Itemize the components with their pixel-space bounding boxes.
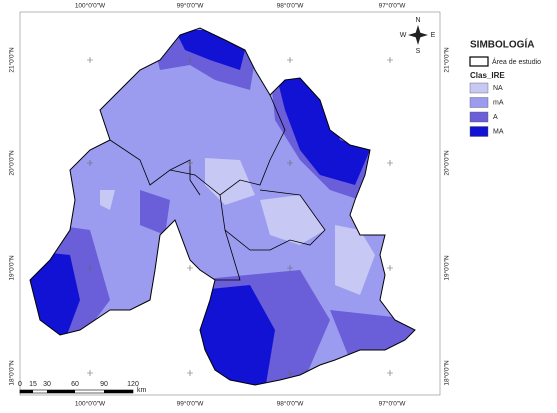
class-area <box>335 225 375 295</box>
lon-label: 98°0'0"W <box>277 2 305 10</box>
legend-subtitle: Clas_IRE <box>470 71 505 80</box>
lon-label: 97°0'0"W <box>379 2 407 10</box>
lon-label: 100°0'0"W <box>75 400 106 408</box>
scale-label: 0 <box>18 381 22 388</box>
scale-label: 60 <box>71 381 79 388</box>
legend-outline-label: Área de estudio <box>492 57 541 66</box>
compass-s: S <box>416 48 421 55</box>
lat-label: 18°0'0"N <box>8 360 16 386</box>
legend-label: NA <box>493 85 503 92</box>
lat-label: 18°0'0"N <box>443 360 451 386</box>
scale-unit: km <box>137 387 147 394</box>
legend-label: MA <box>493 128 504 135</box>
class-area <box>200 285 275 385</box>
scale-label: 30 <box>43 381 51 388</box>
lat-label: 20°0'0"N <box>443 150 451 176</box>
scale-label: 120 <box>127 381 139 388</box>
legend-title: SIMBOLOGÍA <box>470 38 534 51</box>
legend-swatch <box>469 126 489 137</box>
legend-swatch <box>469 111 489 123</box>
lat-label: 21°0'0"N <box>8 47 16 73</box>
lon-label: 97°0'0"W <box>379 400 407 408</box>
legend-label: mA <box>493 99 504 106</box>
lon-label: 99°0'0"W <box>177 400 205 408</box>
lat-label: 19°0'0"N <box>443 255 451 281</box>
legend-outline-swatch <box>469 56 489 67</box>
legend-label: A <box>493 114 498 121</box>
district-boundary <box>219 189 326 251</box>
lon-label: 100°0'0"W <box>75 2 106 10</box>
legend-swatch <box>469 97 489 108</box>
lat-label: 19°0'0"N <box>8 255 16 281</box>
scale-bar <box>19 389 134 394</box>
lon-label: 99°0'0"W <box>177 2 205 10</box>
compass-e: E <box>431 32 436 39</box>
scale-label: 15 <box>29 381 37 388</box>
lon-label: 98°0'0"W <box>277 400 305 408</box>
scale-label: 90 <box>100 381 108 388</box>
district-boundary <box>169 159 201 196</box>
legend-swatch <box>469 82 489 94</box>
compass-w: W <box>400 32 407 39</box>
lat-label: 20°0'0"N <box>8 150 16 176</box>
district-boundary <box>215 229 241 281</box>
lat-label: 21°0'0"N <box>443 47 451 73</box>
class-area <box>140 190 170 235</box>
graticule-crosses <box>87 57 393 376</box>
compass: N S W E <box>400 17 436 55</box>
class-area <box>275 70 370 185</box>
class-area <box>100 190 115 210</box>
compass-n: N <box>415 17 420 24</box>
